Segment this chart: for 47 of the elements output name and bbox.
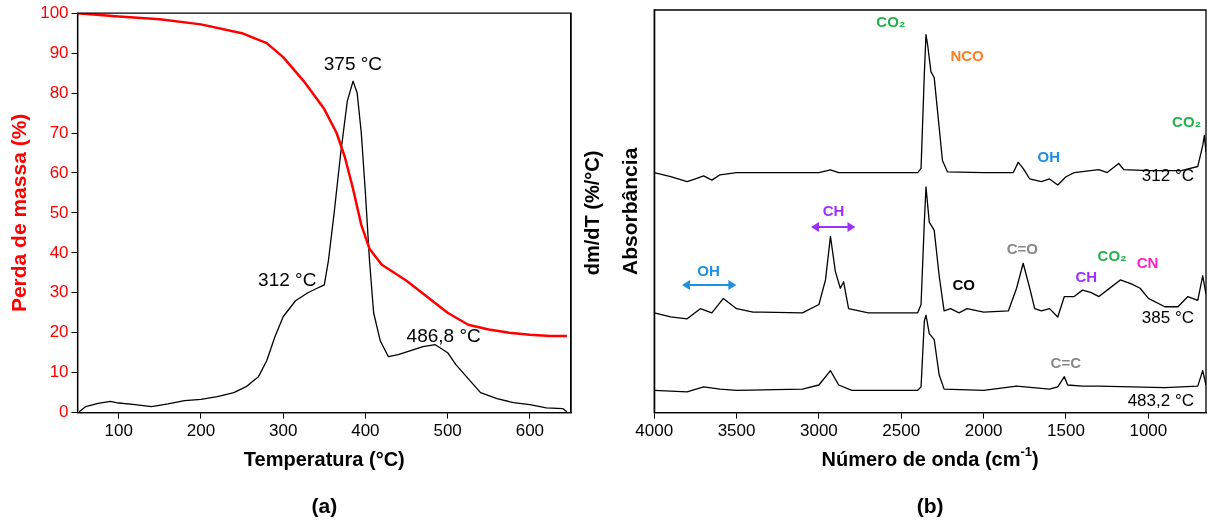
annotation: CH (822, 202, 845, 220)
x-tick-label: 200 (186, 421, 216, 441)
annotation: CN (1136, 254, 1159, 272)
text: (b) (916, 493, 944, 517)
x-tick-label: 300 (268, 421, 298, 441)
x-tick-label: 2000 (964, 421, 1003, 441)
annotation: NCO (950, 47, 985, 65)
annotation: 375 °C (323, 53, 383, 75)
annotation: 486,8 °C (406, 324, 481, 346)
annotation: OH (697, 261, 720, 279)
y-tick-label: 50 (49, 202, 69, 222)
text: (a) (311, 493, 338, 517)
y-tick-label: 80 (49, 82, 69, 102)
y-tick-label: 10 (49, 362, 69, 382)
annotation: CO₂ (1097, 247, 1127, 265)
y-tick-label: 20 (49, 322, 69, 342)
annotation: CO₂ (1172, 113, 1202, 131)
x-tick-label: 600 (515, 421, 545, 441)
annotation: C=C (1050, 354, 1082, 372)
series-label: 385 °C (1141, 307, 1194, 327)
y-axis-title: Absorbância (618, 147, 642, 275)
annotation: C=O (1006, 240, 1039, 258)
y-axis-title: Perda de massa (%) (7, 113, 31, 313)
x-tick-label: 4000 (635, 421, 674, 441)
y-tick-label: 70 (49, 122, 69, 142)
series-label: 483,2 °C (1127, 391, 1194, 411)
x-axis-title: Temperatura (°C) (243, 448, 405, 471)
annotation: CO (952, 275, 976, 293)
x-tick-label: 3500 (717, 421, 756, 441)
x-tick-label: 1500 (1047, 421, 1085, 441)
text: CO₂ (876, 13, 906, 31)
y-tick-label: 90 (49, 42, 69, 62)
x-tick-label: 3000 (800, 421, 838, 441)
annotation: CH (1075, 267, 1098, 285)
x-tick-label: 100 (104, 421, 133, 441)
y-tick-label: 0 (59, 402, 69, 422)
x-tick-label: 2500 (882, 421, 921, 441)
annotation: 312 °C (258, 269, 317, 291)
y-tick-label: 60 (49, 162, 69, 182)
annotation: OH (1037, 148, 1060, 166)
y-tick-label: 100 (40, 2, 69, 22)
y-tick-label: 30 (49, 282, 69, 302)
y2-axis-title: dm/dT (%/°C) (580, 150, 603, 276)
x-tick-label: 500 (433, 421, 462, 441)
x-tick-label: 1000 (1129, 421, 1168, 441)
y-tick-label: 40 (49, 242, 69, 262)
x-tick-label: 400 (351, 421, 380, 441)
